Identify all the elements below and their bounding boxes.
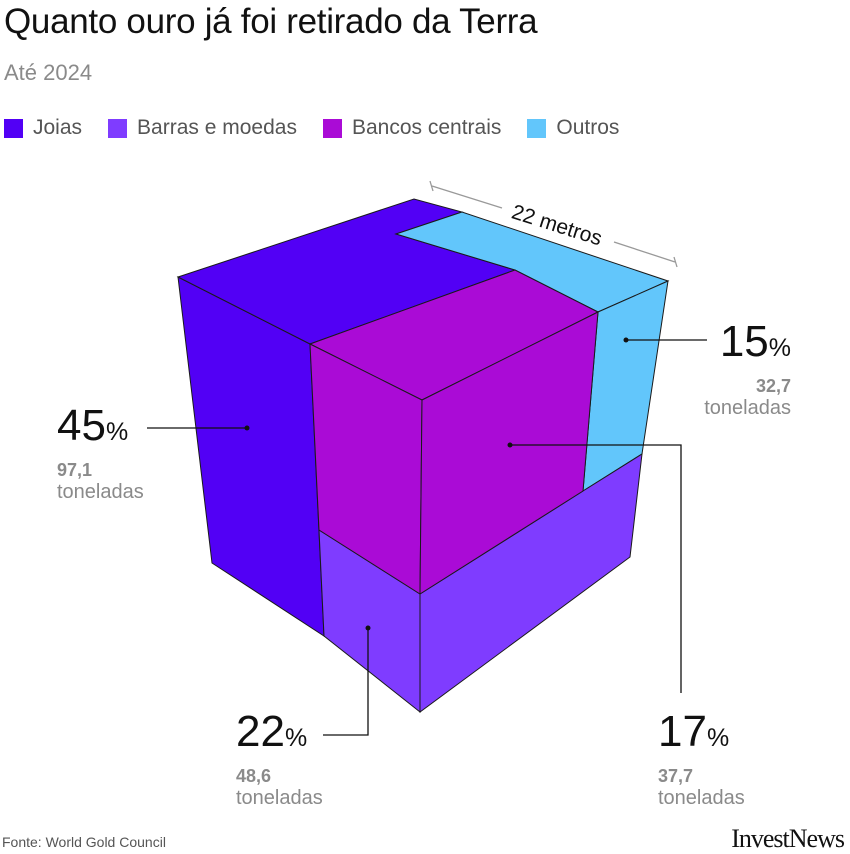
unit-joias: toneladas	[57, 481, 144, 503]
percent-outros: 15	[719, 317, 769, 366]
dimension-tick-right	[673, 256, 678, 268]
legend-item-barras-e-moedas: Barras e moedas	[108, 116, 297, 140]
legend-label-barras-e-moedas: Barras e moedas	[137, 116, 297, 139]
dimension-line-right	[613, 241, 676, 263]
percent-symbol-outros: %	[768, 334, 791, 362]
legend-swatch-bancos-centrais	[322, 118, 342, 138]
legend-swatch-joias	[4, 118, 23, 138]
percent-symbol-barras: %	[284, 724, 308, 752]
percent-symbol-joias: %	[105, 418, 129, 446]
percent-barras: 22	[236, 707, 285, 756]
unit-outros: toneladas	[704, 397, 791, 419]
tonnes-bancos: 37,7	[658, 766, 694, 786]
legend-label-outros: Outros	[556, 116, 620, 139]
cube-face-bancos-right	[419, 311, 599, 595]
percent-bancos: 17	[658, 707, 707, 756]
chart-subtitle: Até 2024	[4, 60, 93, 85]
tonnes-joias: 97,1	[57, 460, 93, 480]
data-label-joias: 45% 97,1 toneladas	[57, 404, 144, 504]
dimension-tick-left	[429, 180, 434, 192]
leader-dot-bancos	[507, 442, 513, 448]
unit-barras: toneladas	[236, 787, 323, 809]
legend-label-bancos-centrais: Bancos centrais	[351, 116, 502, 139]
unit-bancos: toneladas	[658, 787, 745, 809]
leader-line-barras	[323, 628, 369, 736]
dimension-line-left	[431, 185, 503, 209]
legend-item-bancos-centrais: Bancos centrais	[322, 116, 502, 140]
publisher-logo: InvestNews	[731, 824, 845, 853]
legend-swatch-outros	[527, 118, 547, 138]
leader-line-bancos	[510, 444, 682, 693]
tonnes-barras: 48,6	[236, 766, 272, 786]
legend-label-joias: Joias	[33, 116, 83, 139]
percent-joias: 45	[57, 401, 106, 450]
data-label-barras-e-moedas: 22% 48,6 toneladas	[236, 710, 323, 810]
legend-swatch-barras-e-moedas	[108, 118, 128, 138]
legend-item-outros: Outros	[527, 116, 619, 140]
leader-dot-joias	[244, 425, 250, 431]
data-label-outros: 15% 32,7 toneladas	[704, 320, 791, 420]
percent-symbol-bancos: %	[706, 724, 730, 752]
source-note: Fonte: World Gold Council	[2, 834, 166, 850]
leader-dot-outros	[623, 337, 629, 343]
tonnes-outros: 32,7	[755, 376, 791, 396]
data-label-bancos-centrais: 17% 37,7 toneladas	[658, 710, 745, 810]
legend: Joias Barras e moedas Bancos centrais Ou…	[4, 116, 645, 140]
chart-title: Quanto ouro já foi retirado da Terra	[4, 2, 538, 41]
leader-dot-barras	[365, 625, 371, 631]
legend-item-joias: Joias	[4, 116, 82, 140]
